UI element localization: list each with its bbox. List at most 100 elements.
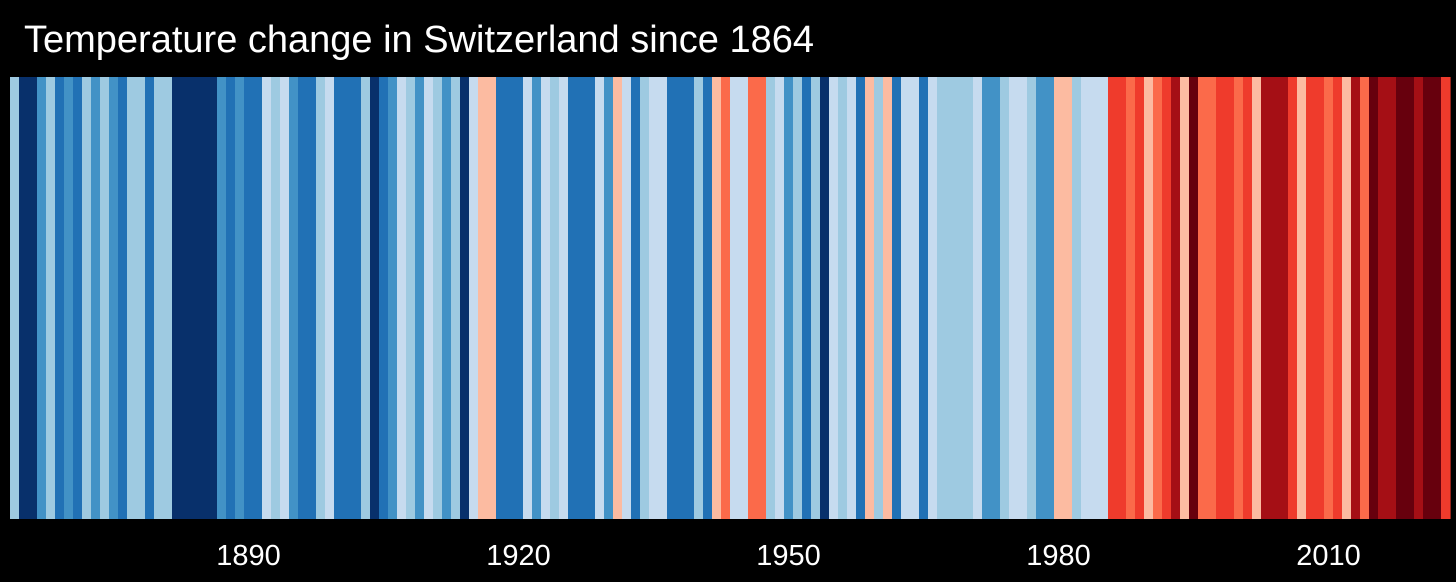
stripe-1942 xyxy=(712,77,722,519)
stripe-1878 xyxy=(136,77,146,519)
stripe-1887 xyxy=(217,77,227,519)
stripe-1888 xyxy=(226,77,236,519)
stripe-1873 xyxy=(91,77,101,519)
stripe-1950 xyxy=(784,77,794,519)
stripe-1897 xyxy=(307,77,317,519)
stripe-1974 xyxy=(1000,77,1010,519)
stripe-1872 xyxy=(82,77,92,519)
stripe-1960 xyxy=(874,77,884,519)
stripe-2007 xyxy=(1297,77,1307,519)
stripe-1865 xyxy=(19,77,29,519)
stripe-1999 xyxy=(1225,77,1235,519)
stripe-1881 xyxy=(163,77,173,519)
x-axis: 1890 1920 1950 1980 2010 xyxy=(216,540,1361,572)
stripe-1994 xyxy=(1180,77,1190,519)
stripe-1884 xyxy=(190,77,200,519)
stripe-1923 xyxy=(541,77,551,519)
stripe-1864 xyxy=(10,77,20,519)
stripe-2002 xyxy=(1252,77,1262,519)
stripe-2000 xyxy=(1234,77,1244,519)
stripe-1925 xyxy=(559,77,569,519)
stripe-1973 xyxy=(991,77,1001,519)
stripe-1936 xyxy=(658,77,668,519)
x-tick-label: 1980 xyxy=(1026,540,1091,572)
stripe-2009 xyxy=(1315,77,1325,519)
stripe-1980 xyxy=(1054,77,1064,519)
stripe-1978 xyxy=(1036,77,1046,519)
stripe-1933 xyxy=(631,77,641,519)
stripe-2014 xyxy=(1360,77,1370,519)
stripe-1982 xyxy=(1072,77,1082,519)
stripe-1880 xyxy=(154,77,164,519)
stripe-2003 xyxy=(1261,77,1271,519)
stripe-1990 xyxy=(1144,77,1154,519)
stripe-1903 xyxy=(361,77,371,519)
stripe-1891 xyxy=(253,77,263,519)
stripe-1890 xyxy=(244,77,254,519)
stripe-1985 xyxy=(1099,77,1109,519)
stripe-1972 xyxy=(982,77,992,519)
stripe-2018 xyxy=(1396,77,1406,519)
stripe-1947 xyxy=(757,77,767,519)
stripe-1954 xyxy=(820,77,830,519)
stripe-1969 xyxy=(955,77,965,519)
stripe-1889 xyxy=(235,77,245,519)
stripe-1964 xyxy=(910,77,920,519)
stripe-1906 xyxy=(388,77,398,519)
stripe-1970 xyxy=(964,77,974,519)
stripe-1961 xyxy=(883,77,893,519)
stripe-1870 xyxy=(64,77,74,519)
stripe-1991 xyxy=(1153,77,1163,519)
stripe-1875 xyxy=(109,77,119,519)
stripe-1917 xyxy=(487,77,497,519)
stripe-2013 xyxy=(1351,77,1361,519)
stripe-2020 xyxy=(1414,77,1424,519)
stripe-1989 xyxy=(1135,77,1145,519)
stripe-1977 xyxy=(1027,77,1037,519)
stripe-1909 xyxy=(415,77,425,519)
stripe-1934 xyxy=(640,77,650,519)
stripe-1893 xyxy=(271,77,281,519)
stripe-1993 xyxy=(1171,77,1181,519)
stripe-2006 xyxy=(1288,77,1298,519)
stripe-1876 xyxy=(118,77,128,519)
stripe-1949 xyxy=(775,77,785,519)
stripe-1968 xyxy=(946,77,956,519)
stripe-2022 xyxy=(1432,77,1442,519)
stripe-1965 xyxy=(919,77,929,519)
stripe-1962 xyxy=(892,77,902,519)
stripe-1984 xyxy=(1090,77,1100,519)
stripe-1987 xyxy=(1117,77,1127,519)
stripe-1948 xyxy=(766,77,776,519)
stripe-1957 xyxy=(847,77,857,519)
x-tick-label: 2010 xyxy=(1296,540,1361,572)
stripe-1971 xyxy=(973,77,983,519)
stripe-1902 xyxy=(352,77,362,519)
stripe-1927 xyxy=(577,77,587,519)
stripe-2023 xyxy=(1441,77,1451,519)
stripe-1908 xyxy=(406,77,416,519)
stripe-2001 xyxy=(1243,77,1253,519)
stripe-1931 xyxy=(613,77,623,519)
stripe-1874 xyxy=(100,77,110,519)
stripe-1941 xyxy=(703,77,713,519)
stripe-1930 xyxy=(604,77,614,519)
stripe-1952 xyxy=(802,77,812,519)
stripe-1967 xyxy=(937,77,947,519)
stripe-1955 xyxy=(829,77,839,519)
stripe-1910 xyxy=(424,77,434,519)
stripe-1935 xyxy=(649,77,659,519)
stripe-1996 xyxy=(1198,77,1208,519)
stripe-1939 xyxy=(685,77,695,519)
stripes-layer xyxy=(10,77,1451,519)
stripe-1877 xyxy=(127,77,137,519)
stripe-1995 xyxy=(1189,77,1199,519)
stripe-1932 xyxy=(622,77,632,519)
stripe-1956 xyxy=(838,77,848,519)
stripe-2011 xyxy=(1333,77,1343,519)
stripe-1879 xyxy=(145,77,155,519)
stripe-1894 xyxy=(280,77,290,519)
stripe-1963 xyxy=(901,77,911,519)
